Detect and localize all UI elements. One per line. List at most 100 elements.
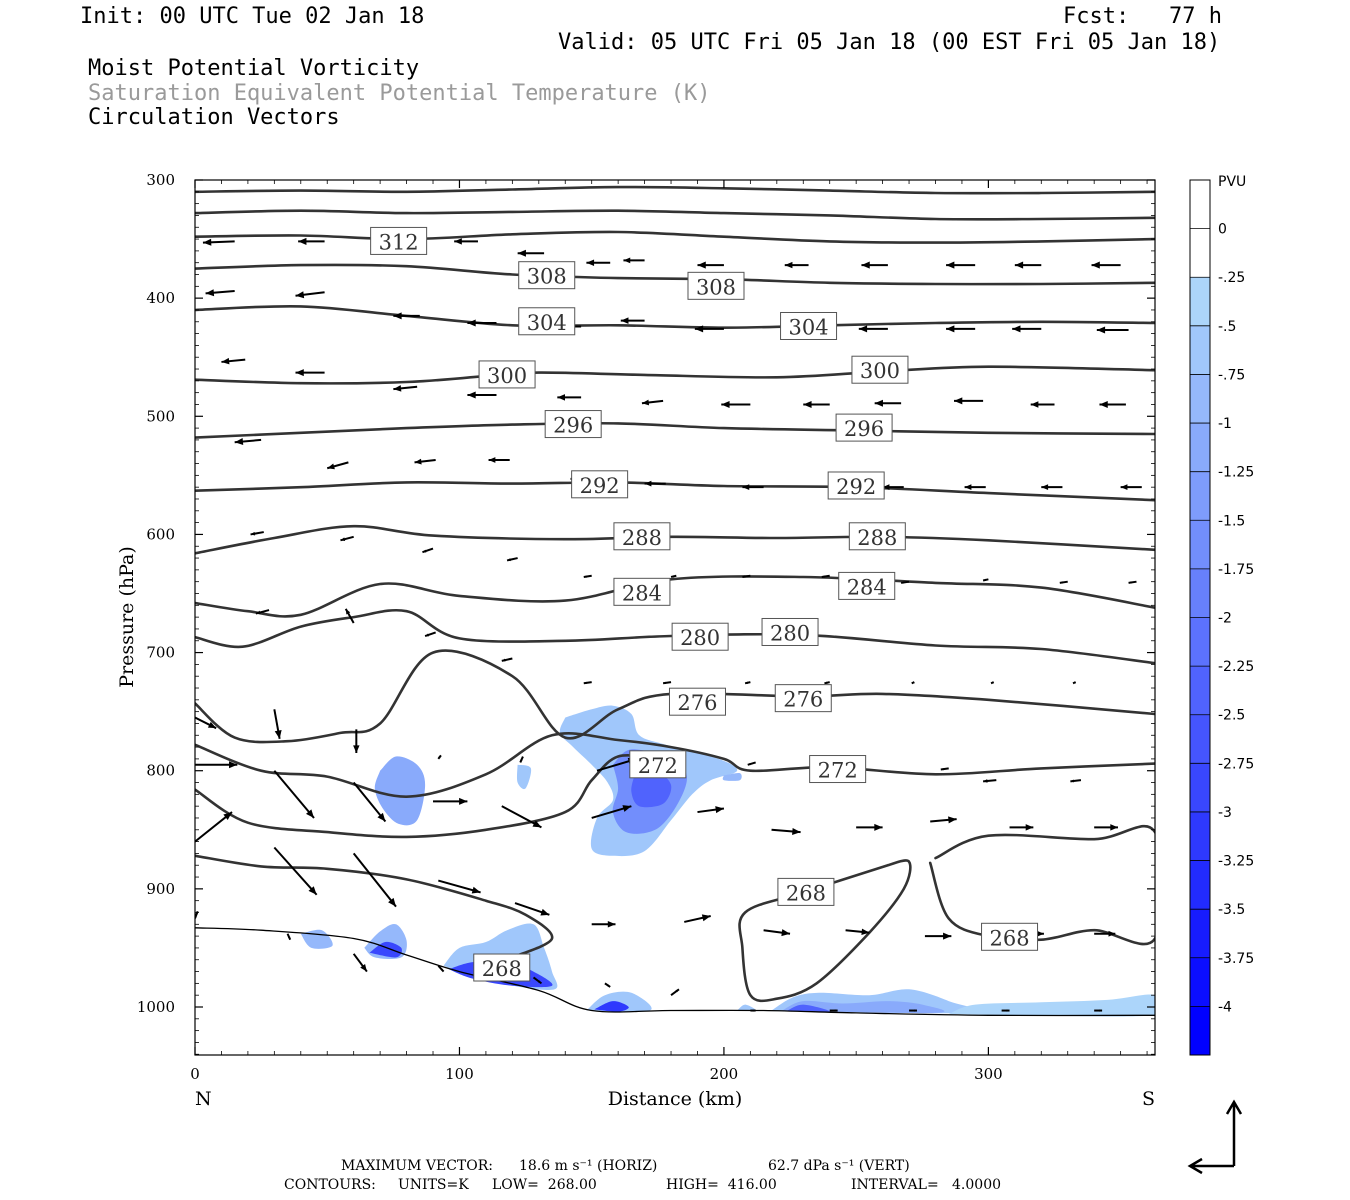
- vector-98: [438, 879, 481, 894]
- vector-39: [488, 457, 510, 463]
- vector-38: [414, 458, 436, 465]
- svg-text:300: 300: [974, 1065, 1003, 1083]
- contours-label: CONTOURS:: [284, 1177, 376, 1193]
- terrain-profile: [194, 927, 1156, 1017]
- y-tick-1: 400: [146, 289, 1155, 307]
- contour-label-21: 268: [473, 953, 531, 982]
- vector-102: [763, 929, 791, 937]
- vector-117: [1001, 1009, 1010, 1012]
- contour-label-20: 272: [809, 755, 867, 784]
- colorbar-label-3: -.75: [1190, 367, 1245, 383]
- colorbar-swatch-12: [1190, 763, 1210, 812]
- vector-44: [882, 484, 904, 491]
- vector-73: [353, 729, 360, 753]
- vector-7: [784, 261, 809, 269]
- vector-8: [861, 261, 888, 269]
- colorbar-label-2: -.5: [1190, 319, 1236, 335]
- vector-22: [1012, 325, 1042, 333]
- axes: 300 400 500 600 700 800 900 1000 0 100 200 300: [137, 171, 1155, 1083]
- vector-109: [352, 953, 368, 973]
- vector-90: [771, 827, 801, 835]
- svg-text:288: 288: [622, 526, 662, 550]
- colorbar-label-8: -2: [1190, 611, 1232, 627]
- svg-text:400: 400: [146, 289, 175, 307]
- vector-34: [1030, 401, 1055, 408]
- vector-87: [501, 805, 542, 829]
- vector-86: [433, 797, 468, 805]
- colorbar-swatch-11: [1190, 714, 1210, 764]
- vector-69: [990, 681, 995, 685]
- vector-28: [557, 394, 582, 401]
- vector-5: [623, 257, 645, 264]
- vector-37: [326, 461, 349, 470]
- vector-3: [517, 249, 545, 257]
- theta-contour-13: [195, 754, 660, 839]
- colorbar-label-15: -3.75: [1190, 951, 1254, 967]
- title-line-2: Saturation Equivalent Potential Temperat…: [88, 81, 711, 106]
- svg-text:292: 292: [580, 474, 620, 498]
- colorbar-swatch-3: [1190, 325, 1210, 375]
- y-tick-7: 1000: [137, 998, 1155, 1016]
- svg-text:288: 288: [857, 526, 897, 550]
- colorbar-swatch-8: [1190, 568, 1210, 618]
- contour-label-5: 300: [478, 360, 536, 389]
- contour-label-10: 292: [827, 471, 885, 500]
- contour-label-8: 296: [835, 413, 893, 442]
- contour-labels: 312 308 308 304 304 300 300 296 296 292 292 288 288 2…: [370, 226, 1039, 982]
- svg-text:-1.25: -1.25: [1218, 465, 1254, 481]
- vector-21: [946, 325, 976, 333]
- y-tick-2: 500: [146, 407, 1155, 425]
- forecast-hour: Fcst: 77 h: [1063, 4, 1222, 29]
- svg-text:-.5: -.5: [1218, 319, 1236, 335]
- pv-region-13: [737, 1004, 756, 1011]
- theta-contour-11: [195, 649, 1155, 744]
- svg-text:-2.75: -2.75: [1218, 756, 1254, 772]
- pv-region-6: [300, 929, 333, 949]
- svg-text:268: 268: [786, 881, 826, 905]
- vector-2: [454, 238, 478, 245]
- theta-contour-0: [195, 185, 1155, 195]
- x-tick-0: 0: [190, 180, 200, 1083]
- vector-62: [424, 631, 436, 637]
- vector-9: [946, 261, 976, 269]
- vector-33: [954, 397, 984, 405]
- colorbar-swatch-4: [1190, 374, 1210, 424]
- vector-81: [983, 779, 997, 783]
- vector-27: [467, 391, 497, 399]
- contour-label-2: 308: [687, 271, 745, 300]
- vector-95: [195, 811, 233, 843]
- vector-67: [824, 681, 830, 685]
- svg-text:100: 100: [445, 1065, 474, 1083]
- vector-83: [195, 761, 238, 769]
- colorbar-swatch-5: [1190, 423, 1210, 472]
- svg-text:308: 308: [527, 265, 567, 289]
- pv-region-8: [369, 941, 402, 958]
- vector-88: [591, 805, 632, 819]
- contour-label-19: 272: [629, 750, 687, 779]
- theta-contour-6: [195, 421, 1155, 439]
- colorbar-swatch-2: [1190, 277, 1210, 326]
- vector-96: [273, 846, 318, 896]
- vector-118: [1094, 1009, 1103, 1012]
- svg-text:272: 272: [638, 754, 678, 778]
- colorbar-label-14: -3.5: [1190, 902, 1245, 918]
- svg-text:800: 800: [146, 762, 175, 780]
- x-tick-2: 200: [710, 180, 738, 1083]
- max-vector-horiz: 18.6 m s⁻¹ (HORIZ): [519, 1158, 658, 1174]
- svg-text:280: 280: [680, 626, 720, 650]
- svg-text:296: 296: [553, 414, 593, 438]
- contour-label-17: 276: [668, 687, 726, 716]
- theta-contour-16: [928, 824, 1155, 946]
- svg-text:700: 700: [146, 644, 175, 662]
- contour-label-22: 268: [777, 877, 835, 906]
- theta-contour-9: [195, 575, 1155, 618]
- colorbar: 0 -.25 -.5 -.75 -1 -1.25 -1.5 -1.75 -2 -2.25 -2.5 -…: [1189, 179, 1254, 1056]
- theta-contour-5: [195, 365, 1155, 385]
- colorbar-label-10: -2.5: [1190, 708, 1245, 724]
- vector-11: [1091, 261, 1121, 269]
- svg-text:0: 0: [190, 1065, 200, 1083]
- svg-text:-2: -2: [1218, 611, 1232, 627]
- pv-region-5: [722, 772, 742, 781]
- contour-label-1: 308: [518, 261, 576, 290]
